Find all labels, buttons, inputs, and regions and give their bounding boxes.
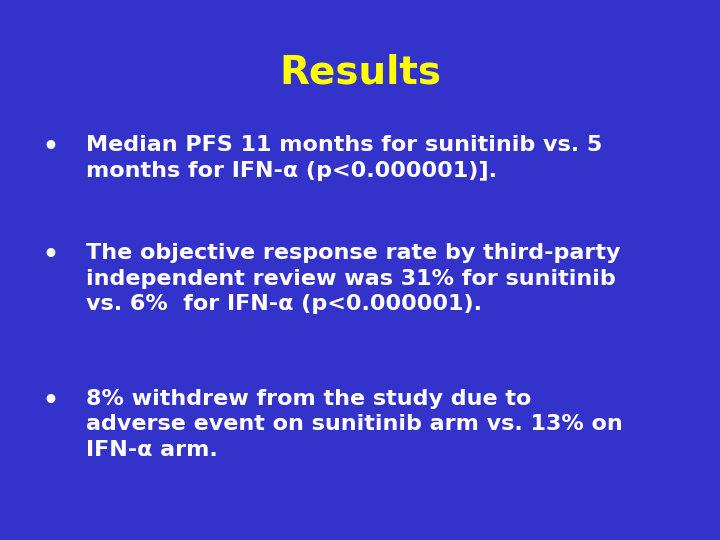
Text: •: •: [42, 243, 58, 267]
Text: Median PFS 11 months for sunitinib vs. 5
months for IFN-α (p<0.000001)].: Median PFS 11 months for sunitinib vs. 5…: [86, 135, 603, 180]
Text: 8% withdrew from the study due to
adverse event on sunitinib arm vs. 13% on
IFN-: 8% withdrew from the study due to advers…: [86, 389, 623, 460]
Text: •: •: [42, 389, 58, 413]
Text: Results: Results: [279, 54, 441, 92]
Text: The objective response rate by third-party
independent review was 31% for suniti: The objective response rate by third-par…: [86, 243, 621, 314]
Text: •: •: [42, 135, 58, 159]
